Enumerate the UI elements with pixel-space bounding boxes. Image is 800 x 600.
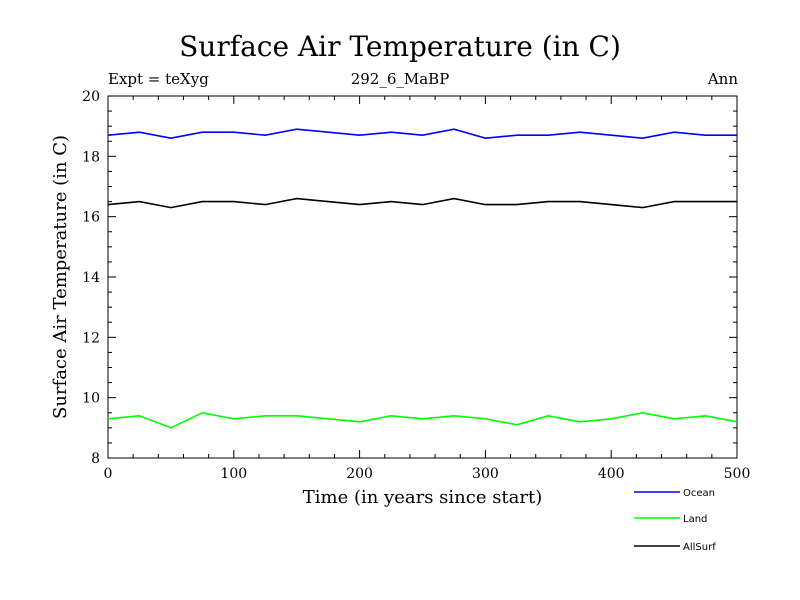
x-tick-label: 400 [598, 466, 625, 482]
legend-label-land: Land [683, 514, 707, 525]
y-tick-label: 8 [91, 451, 100, 467]
legend-label-ocean: Ocean [683, 488, 715, 499]
y-tick-label: 10 [82, 391, 100, 407]
series-line-allsurf [107, 197, 737, 209]
period-label: Ann [707, 70, 738, 88]
legend-label-allsurf: AllSurf [683, 542, 716, 553]
x-tick-label: 300 [472, 466, 499, 482]
plot-frame [107, 95, 738, 459]
series-line-ocean [107, 128, 737, 140]
y-tick-label: 20 [82, 89, 100, 105]
chart-title: Surface Air Temperature (in C) [179, 30, 621, 63]
series-line-land [107, 411, 738, 429]
x-tick-label: 500 [724, 466, 751, 482]
run-label: 292_6_MaBP [350, 70, 450, 88]
x-tick-label: 200 [346, 466, 373, 482]
y-tick-label: 12 [82, 330, 100, 346]
y-axis-label: Surface Air Temperature (in C) [50, 135, 71, 419]
y-tick-label: 14 [82, 270, 100, 286]
x-tick-label: 0 [104, 466, 113, 482]
y-tick-label: 16 [82, 210, 100, 226]
experiment-label: Expt = teXyg [108, 70, 209, 88]
x-axis-label: Time (in years since start) [303, 487, 543, 508]
y-tick-label: 18 [82, 149, 100, 165]
x-tick-label: 100 [220, 466, 247, 482]
